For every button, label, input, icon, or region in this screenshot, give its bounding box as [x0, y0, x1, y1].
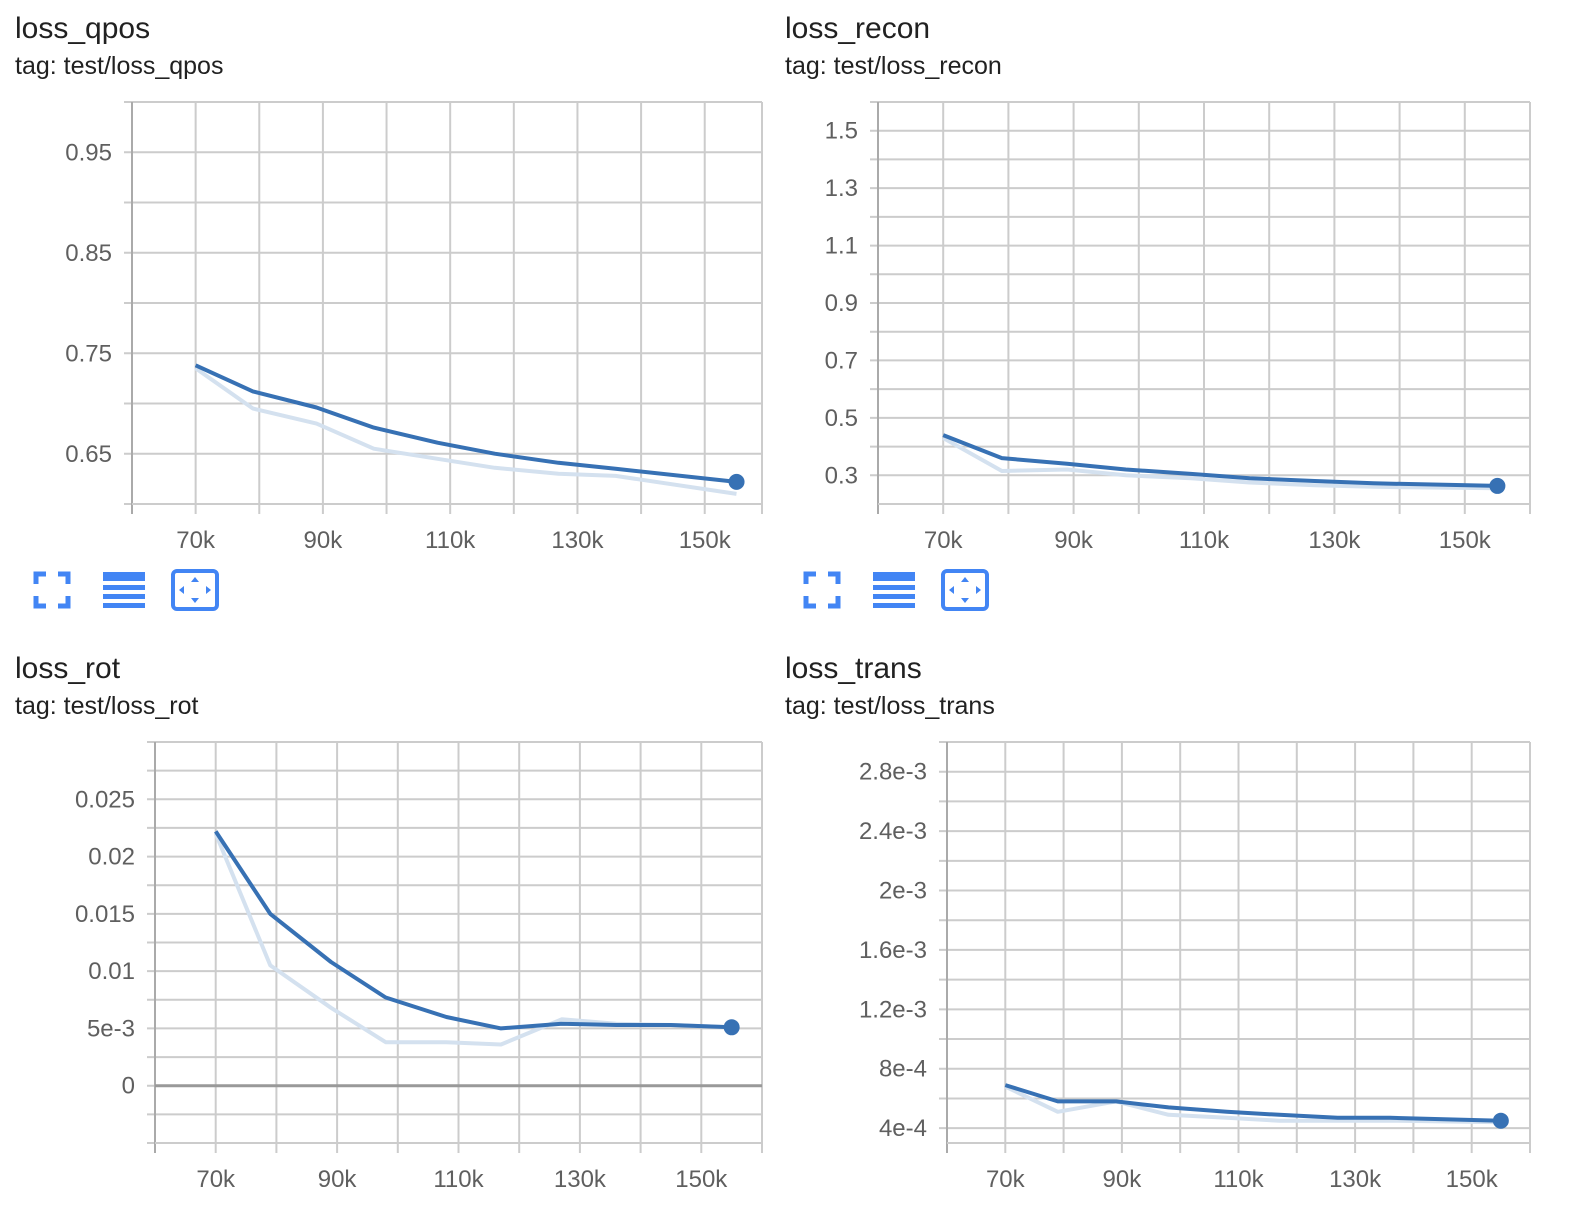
series-line-raw [194, 366, 737, 496]
grid [147, 741, 763, 1153]
fit-domain-icon[interactable] [170, 568, 220, 614]
y-tick-label: 0.85 [65, 240, 112, 267]
y-tick-label: 0.015 [75, 901, 135, 928]
fullscreen-icon[interactable] [800, 568, 850, 614]
data-table-icon[interactable] [100, 568, 150, 614]
series-line-smoothed [214, 830, 732, 1031]
x-tick-label: 90k [304, 527, 344, 554]
chart-plot[interactable]: 0.3 0.5 0.7 0.9 1.1 1.3 1.5 70k 90k 110k 130k 150k [770, 0, 1540, 560]
x-tick-label: 150k [1446, 1166, 1499, 1193]
chart-plot[interactable]: 0.65 0.75 0.85 0.95 70k 90k 110k 130k 150k [0, 0, 770, 560]
x-tick-label: 70k [176, 527, 216, 554]
y-tick-label: 0.95 [65, 139, 112, 166]
chart-tag: tag: test/loss_trans [785, 692, 995, 720]
chart-title: loss_rot [15, 652, 121, 685]
fit-domain-icon[interactable] [940, 568, 990, 614]
x-tick-label: 90k [1054, 527, 1094, 554]
chart-tag: tag: test/loss_recon [785, 52, 1002, 80]
y-tick-label: 2.8e-3 [859, 759, 927, 786]
y-tick-label: 0.01 [88, 958, 135, 985]
y-tick-label: 0.9 [825, 290, 858, 317]
series-line-raw [1004, 1084, 1501, 1125]
x-tick-label: 70k [196, 1166, 236, 1193]
y-tick-label: 0.3 [825, 462, 858, 489]
y-tick-label: 2e-3 [879, 878, 927, 905]
grid [939, 741, 1531, 1153]
y-tick-label: 5e-3 [87, 1015, 135, 1042]
y-tick-label: 1.5 [825, 118, 858, 145]
y-tick-label: 1.1 [825, 233, 858, 260]
data-table-icon[interactable] [870, 568, 920, 614]
x-tick-label: 90k [318, 1166, 358, 1193]
grid [124, 101, 763, 514]
grid [870, 101, 1531, 514]
y-tick-label: 0.02 [88, 844, 135, 871]
y-tick-label: 0.025 [75, 786, 135, 813]
series-line-smoothed [194, 363, 737, 484]
chart-title: loss_qpos [15, 12, 151, 45]
last-point-marker[interactable] [1492, 1112, 1509, 1129]
x-tick-label: 150k [1439, 527, 1492, 554]
y-tick-label: 8e-4 [879, 1056, 927, 1083]
x-tick-label: 70k [986, 1166, 1026, 1193]
chart-title: loss_trans [785, 652, 922, 685]
series-line-raw [942, 436, 1498, 491]
y-tick-label: 2.4e-3 [859, 818, 927, 845]
x-tick-label: 110k [425, 527, 476, 554]
x-tick-label: 150k [675, 1166, 728, 1193]
y-tick-label: 0.5 [825, 405, 858, 432]
x-tick-label: 110k [433, 1166, 484, 1193]
series-line-raw [213, 832, 732, 1047]
last-point-marker[interactable] [1489, 477, 1506, 494]
y-tick-label: 0 [122, 1073, 135, 1100]
y-tick-label: 1.6e-3 [859, 937, 927, 964]
x-tick-label: 110k [1179, 527, 1230, 554]
last-point-marker[interactable] [728, 473, 745, 490]
x-tick-label: 110k [1213, 1166, 1264, 1193]
chart-tag: tag: test/loss_rot [15, 692, 199, 720]
x-tick-label: 70k [924, 527, 964, 554]
last-point-marker[interactable] [723, 1019, 740, 1036]
y-tick-label: 0.65 [65, 441, 112, 468]
chart-title: loss_recon [785, 12, 931, 45]
chart-plot[interactable]: 0 5e-3 0.01 0.015 0.02 0.025 70k 90k 110k 130k 150… [0, 640, 770, 1210]
fullscreen-icon[interactable] [30, 568, 80, 614]
x-tick-label: 130k [551, 527, 604, 554]
chart-tag: tag: test/loss_qpos [15, 52, 224, 80]
x-tick-label: 90k [1103, 1166, 1143, 1193]
x-tick-label: 130k [1308, 527, 1361, 554]
y-tick-label: 1.3 [825, 175, 858, 202]
chart-plot[interactable]: 4e-4 8e-4 1.2e-3 1.6e-3 2e-3 2.4e-3 2.8e-3 70k 9… [770, 640, 1540, 1210]
x-tick-label: 130k [1329, 1166, 1382, 1193]
series-line-smoothed [942, 433, 1498, 488]
y-tick-label: 1.2e-3 [859, 996, 927, 1023]
x-tick-label: 130k [554, 1166, 607, 1193]
x-tick-label: 150k [679, 527, 732, 554]
y-tick-label: 4e-4 [879, 1115, 927, 1142]
y-tick-label: 0.7 [825, 347, 858, 374]
series-line-smoothed [1004, 1083, 1501, 1123]
y-tick-label: 0.75 [65, 340, 112, 367]
